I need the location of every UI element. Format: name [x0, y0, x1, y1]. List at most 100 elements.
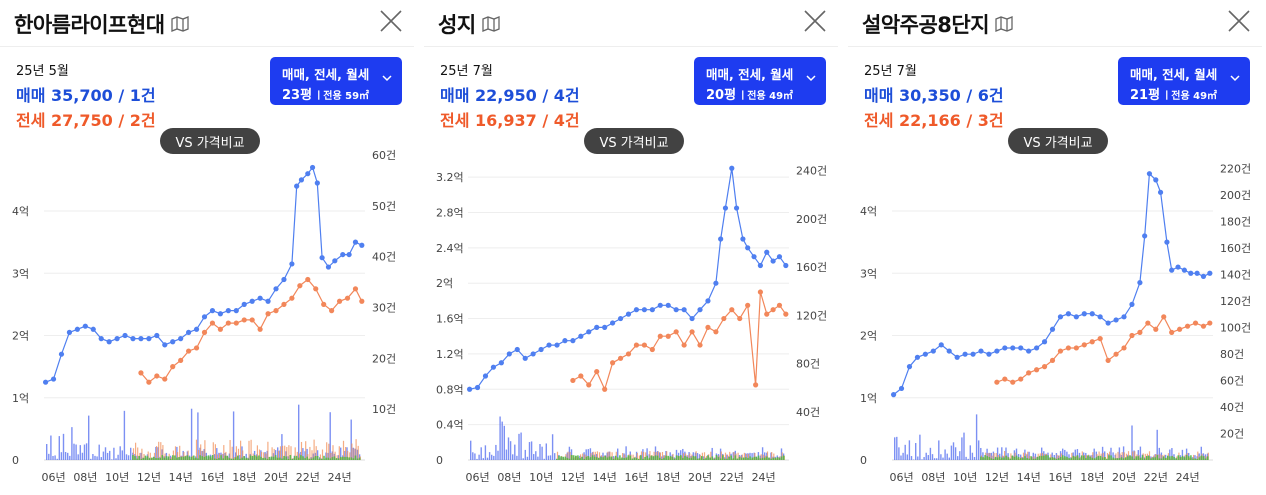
volume-bar-sale — [1041, 447, 1043, 460]
volume-bar-sale — [764, 452, 766, 460]
volume-bar-jeonse — [156, 446, 158, 460]
volume-bar-monthly — [596, 457, 598, 460]
volume-bar-sale — [109, 450, 111, 460]
data-point — [305, 171, 311, 177]
trade-filter-button[interactable]: 매매, 전세, 월세 23평 ㅣ전용 59㎡ — [270, 57, 402, 105]
volume-bar-monthly — [990, 458, 993, 460]
data-point — [962, 351, 968, 357]
volume-bar-monthly — [1041, 455, 1043, 460]
close-icon[interactable] — [1226, 8, 1252, 34]
volume-bar-monthly — [1099, 455, 1102, 460]
data-point — [721, 315, 727, 322]
volume-bar-monthly — [1160, 458, 1163, 460]
volume-bar-monthly — [1066, 456, 1068, 460]
volume-bar-jeonse — [991, 455, 993, 460]
volume-bar-sale — [83, 444, 86, 460]
y2-tick-label: 200건 — [796, 213, 827, 226]
close-icon[interactable] — [378, 8, 404, 34]
volume-bar-jeonse — [766, 451, 769, 460]
map-book-icon[interactable] — [995, 16, 1013, 32]
volume-bar-monthly — [241, 457, 243, 460]
close-icon[interactable] — [802, 8, 828, 34]
complex-name[interactable]: 성지 — [438, 13, 476, 37]
volume-bar-monthly — [237, 455, 239, 460]
volume-bar-sale — [1076, 449, 1079, 460]
volume-bar-sale — [203, 448, 205, 460]
volume-bar-monthly — [285, 456, 287, 460]
volume-bar-jeonse — [1060, 453, 1062, 460]
vs-compare-button[interactable]: VS 가격비교 — [160, 128, 260, 154]
volume-bar-monthly — [778, 458, 781, 460]
volume-bar-sale — [340, 447, 342, 460]
volume-bar-jeonse — [1193, 454, 1195, 460]
volume-bar-monthly — [358, 457, 361, 460]
volume-bar-sale — [266, 450, 268, 460]
data-point — [257, 295, 263, 301]
volume-bar-monthly — [144, 455, 147, 460]
data-point — [665, 302, 671, 308]
volume-bar-monthly — [1183, 457, 1186, 460]
volume-bar-sale — [50, 435, 52, 460]
vs-compare-button[interactable]: VS 가격비교 — [584, 128, 684, 154]
complex-name[interactable]: 한아름라이프현대 — [14, 13, 165, 37]
volume-bar-monthly — [1177, 455, 1180, 460]
map-book-icon[interactable] — [481, 16, 500, 32]
data-point — [1018, 376, 1024, 382]
volume-bar-monthly — [302, 456, 304, 460]
data-point — [1137, 280, 1143, 286]
y-tick-label: 2억 — [860, 330, 877, 343]
volume-bar-monthly — [614, 455, 617, 460]
volume-bar-monthly — [323, 455, 325, 460]
price-chart[interactable]: 0 1억 2억 3억 4억 10건 20건 30건 40건 50건 60건 06년 08년 10년 12년 1… — [0, 140, 414, 490]
volume-bar-sale — [222, 453, 224, 460]
data-point — [1097, 314, 1103, 320]
volume-bar-sale — [938, 440, 940, 460]
price-chart[interactable]: 0 0.4억 0.8억 1.2억 1.6억 2억 2.4억 2.8억 3.2억 40건 80건 120… — [424, 140, 838, 490]
volume-bar-sale — [992, 451, 995, 460]
volume-bar-jeonse — [321, 449, 324, 460]
trade-filter-button[interactable]: 매매, 전세, 월세 20평 ㅣ전용 49㎡ — [694, 57, 826, 105]
data-point — [1081, 311, 1087, 317]
volume-bar-sale — [566, 452, 568, 460]
volume-bar-jeonse — [703, 452, 706, 460]
vs-compare-button[interactable]: VS 가격비교 — [1008, 128, 1108, 154]
volume-bar-sale — [64, 452, 67, 460]
volume-bar-monthly — [623, 457, 625, 460]
volume-bar-monthly — [1202, 456, 1205, 460]
volume-bar-monthly — [591, 455, 594, 460]
data-point — [138, 370, 144, 376]
volume-bar-monthly — [1045, 455, 1047, 460]
volume-bar-monthly — [197, 458, 199, 460]
complex-name[interactable]: 설악주공8단지 — [862, 13, 990, 37]
volume-bar-jeonse — [219, 453, 221, 460]
y2-tick-label: 20건 — [372, 352, 396, 365]
volume-bar-jeonse — [1092, 452, 1094, 460]
volume-bar-monthly — [272, 456, 275, 460]
price-chart[interactable]: 0 1억 2억 3억 4억 20건 40건 60건 80건 100건 120건 140건 160건 180… — [848, 140, 1262, 490]
filter-size: 20평 ㅣ전용 49㎡ — [706, 84, 793, 103]
data-point — [1194, 270, 1200, 276]
volume-bar-sale — [1078, 452, 1081, 460]
data-point — [689, 315, 695, 322]
volume-bar-sale — [917, 456, 919, 460]
volume-bar-monthly — [694, 456, 697, 460]
trade-filter-button[interactable]: 매매, 전세, 월세 21평 ㅣ전용 49㎡ — [1118, 57, 1250, 105]
data-point — [733, 205, 740, 211]
volume-bar-monthly — [195, 457, 197, 460]
map-book-icon[interactable] — [170, 16, 189, 32]
volume-bar-monthly — [180, 456, 182, 460]
volume-bar-monthly — [354, 455, 357, 460]
volume-bar-monthly — [1152, 457, 1154, 460]
volume-bar-sale — [287, 456, 289, 460]
x-tick-label: 24년 — [752, 471, 776, 484]
y2-tick-label: 40건 — [372, 251, 396, 264]
volume-bar-sale — [952, 442, 955, 460]
data-point — [649, 346, 655, 353]
data-point — [50, 376, 57, 382]
volume-bar-sale — [526, 456, 529, 460]
volume-bar-monthly — [1190, 455, 1192, 460]
volume-bar-monthly — [178, 456, 180, 460]
volume-bar-sale — [503, 425, 505, 460]
volume-bar-sale — [925, 452, 927, 460]
volume-bar-sale — [486, 457, 489, 460]
